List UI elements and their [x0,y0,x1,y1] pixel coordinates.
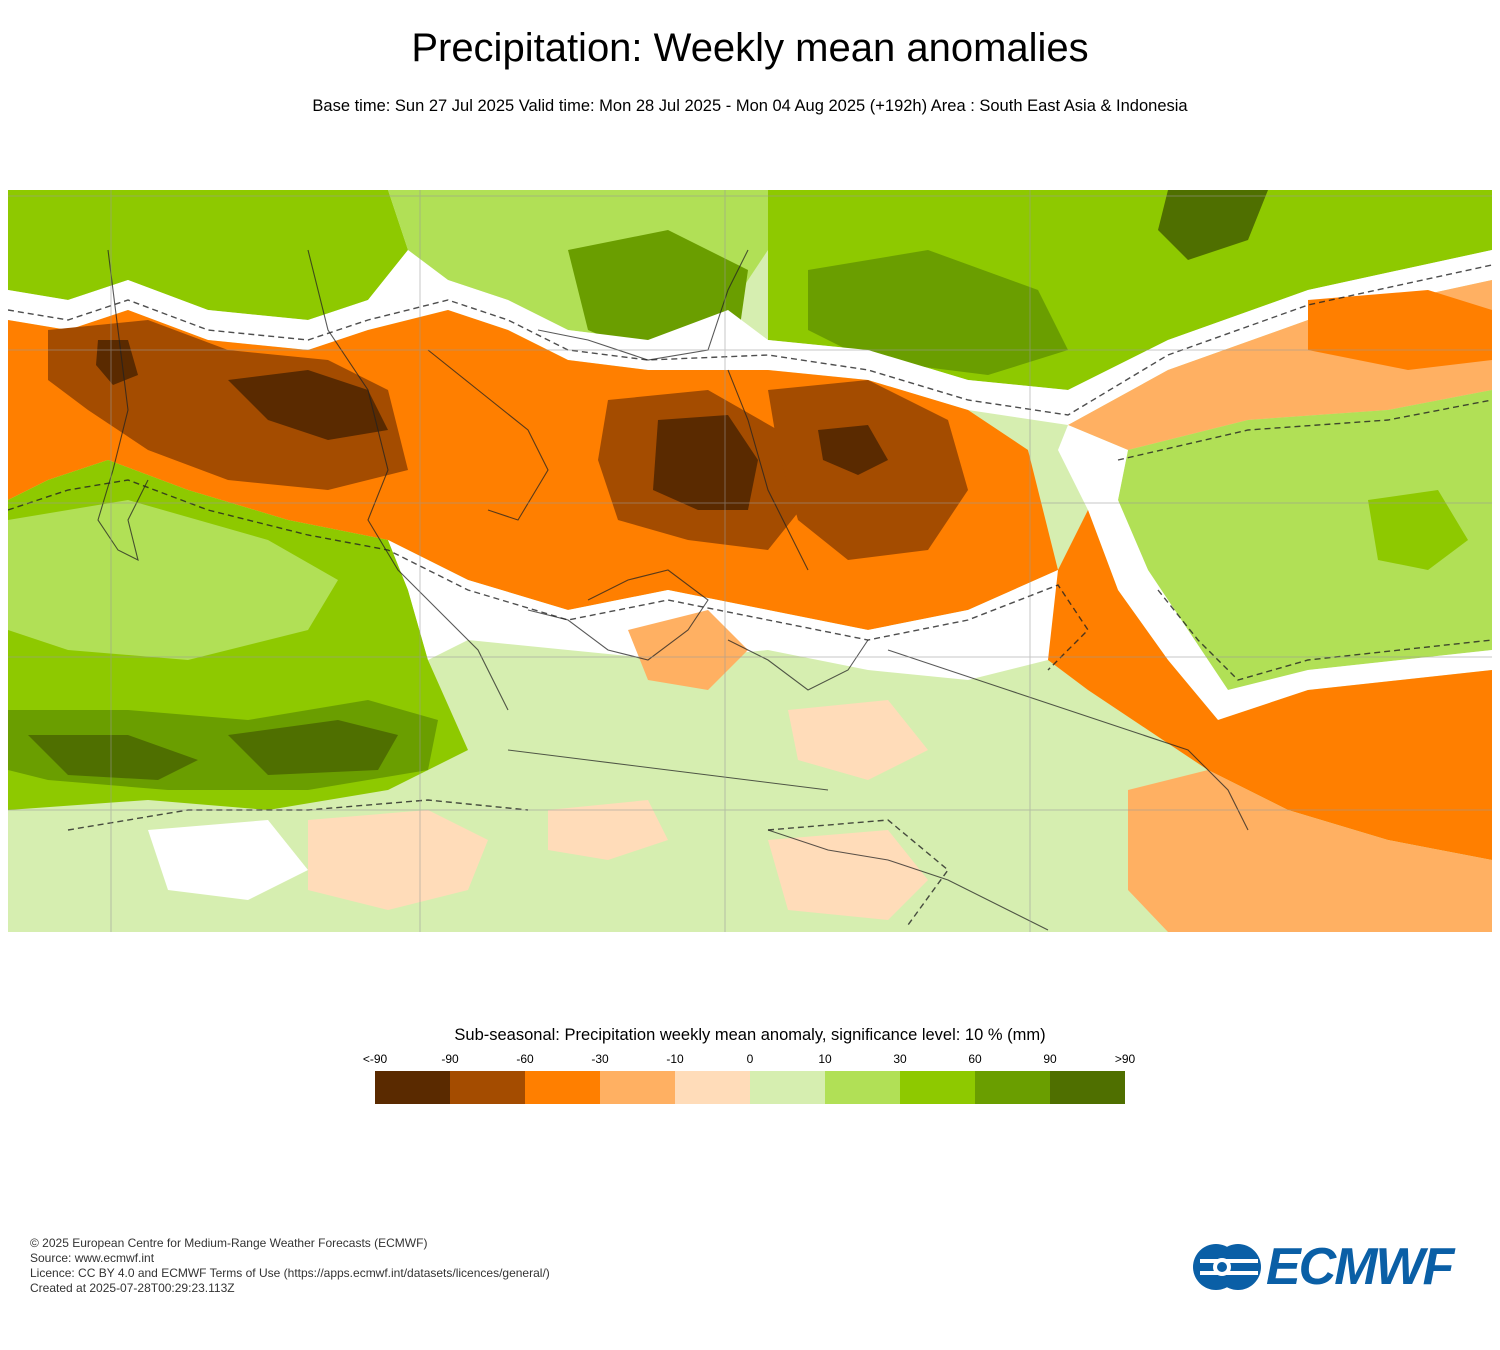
white-band-maritime [388,540,1088,680]
legend-swatch [675,1071,750,1104]
legend-swatch [1050,1071,1125,1104]
green-region-east-pacific-core [1368,490,1468,570]
ecmwf-logo: ECMWF [1192,1240,1472,1294]
legend-tick-label: <-90 [362,1052,388,1066]
darkestgreen-region-southwest [28,735,198,780]
brown-core-west [48,320,408,490]
paleorange-patch-sulawesi [788,700,928,780]
credit-licence: Licence: CC BY 4.0 and ECMWF Terms of Us… [30,1266,550,1280]
legend-tick-label: -30 [591,1052,609,1066]
legend-tick-label: 30 [893,1052,907,1066]
legend-tick-labels: <-90 -90 -60 -30 -10 0 10 30 60 90 >90 [0,1052,1500,1068]
ecmwf-logo-icon [1193,1244,1261,1290]
legend-tick-label: -10 [666,1052,684,1066]
green-region-northeast-dark [808,250,1068,375]
white-band-north [8,250,1492,425]
legend-swatch [525,1071,600,1104]
legend-tick-label: -90 [441,1052,459,1066]
anomaly-map [8,190,1492,932]
legend-swatch [375,1071,450,1104]
orange-region-southeast [1048,510,1492,860]
darkbrown-core-central [653,415,758,510]
legend-swatch [825,1071,900,1104]
darkestgreen-region-southwest2 [228,720,398,775]
green-region-east-pacific [1118,390,1492,690]
legend-tick-label: -60 [516,1052,534,1066]
credits-block: © 2025 European Centre for Medium-Range … [30,1236,550,1296]
ecmwf-logo-text: ECMWF [1266,1238,1454,1296]
paleorange-patch-south3 [548,800,668,860]
legend-colorbar [375,1071,1125,1104]
lightgreen-region-southwest [8,500,338,660]
legend-swatch [900,1071,975,1104]
legend-tick-label: >90 [1114,1052,1136,1066]
legend-tick-label: 60 [968,1052,982,1066]
credit-source: Source: www.ecmwf.int [30,1251,155,1265]
anomaly-map-svg [8,190,1492,932]
darkbrown-core-east [818,425,888,475]
legend-swatch [450,1071,525,1104]
legend-swatch [750,1071,825,1104]
legend-title: Sub-seasonal: Precipitation weekly mean … [454,1026,1046,1044]
green-region-northeast-darkest [1158,190,1268,260]
white-band-east-pacific [1058,425,1492,720]
green-region-northwest [8,190,408,320]
lightorange-patch-borneo [628,610,748,690]
darkbrown-core-west2 [96,340,138,385]
legend-tick-label: 10 [818,1052,832,1066]
paleorange-patch-south2 [768,830,928,920]
chart-title: Precipitation: Weekly mean anomalies [411,26,1089,70]
chart-subtitle: Base time: Sun 27 Jul 2025 Valid time: M… [312,97,1188,115]
darkbrown-core-west [228,370,388,440]
map-grid [8,190,1492,932]
legend-swatch [600,1071,675,1104]
paleorange-patch-south1 [308,810,488,910]
white-patch-south [148,820,308,900]
legend-swatch [975,1071,1050,1104]
credit-copyright: © 2025 European Centre for Medium-Range … [30,1236,428,1250]
legend-tick-label: 0 [746,1052,754,1066]
credit-created: Created at 2025-07-28T00:29:23.113Z [30,1281,235,1295]
legend-tick-label: 90 [1043,1052,1057,1066]
